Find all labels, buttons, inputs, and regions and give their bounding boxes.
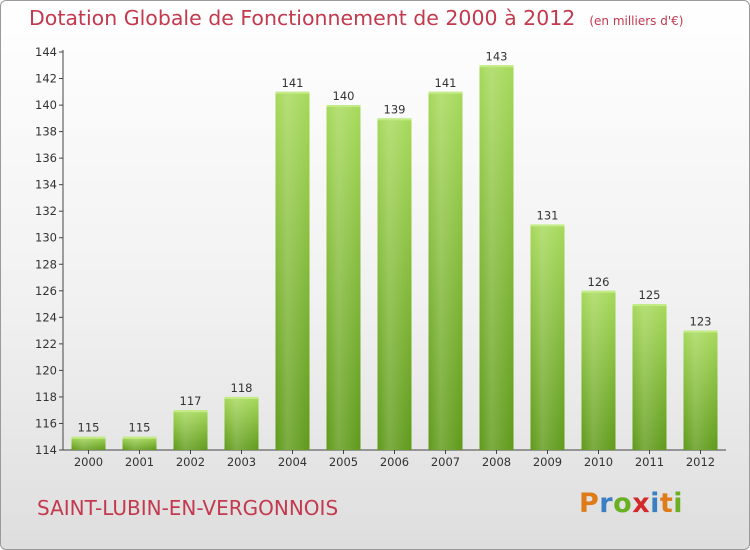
x-tick-label: 2002 — [176, 455, 205, 469]
bar-shine — [377, 118, 412, 450]
logo-letter: r — [599, 488, 614, 519]
value-label: 126 — [588, 275, 610, 289]
x-tick-label: 2011 — [635, 455, 664, 469]
x-tick-label: 2006 — [380, 455, 409, 469]
value-label: 131 — [537, 208, 559, 222]
value-label: 140 — [333, 89, 355, 103]
x-tick-label: 2010 — [584, 455, 613, 469]
y-tick-label: 122 — [35, 337, 57, 351]
logo-letter: i — [650, 488, 660, 519]
chart-title: Dotation Globale de Fonctionnement de 20… — [29, 6, 683, 30]
x-tick-label: 2008 — [482, 455, 511, 469]
bar-top-edge — [683, 330, 718, 333]
bar-shine — [530, 224, 565, 450]
logo-letter: t — [659, 488, 674, 519]
bar-shine — [581, 290, 616, 450]
bar-shine — [632, 304, 667, 450]
value-label: 143 — [486, 49, 508, 63]
y-tick-label: 144 — [35, 45, 57, 59]
y-tick-label: 128 — [35, 257, 57, 271]
y-tick-label: 142 — [35, 72, 57, 86]
y-tick-label: 118 — [35, 390, 57, 404]
value-label: 117 — [180, 394, 202, 408]
x-tick-label: 2012 — [686, 455, 715, 469]
y-tick-label: 140 — [35, 98, 57, 112]
bar-top-edge — [275, 91, 310, 94]
commune-name: SAINT-LUBIN-EN-VERGONNOIS — [37, 496, 339, 520]
value-label: 123 — [690, 315, 712, 329]
bar-shine — [683, 330, 718, 450]
bar-top-edge — [122, 436, 157, 439]
y-tick-label: 134 — [35, 178, 57, 192]
bar-top-edge — [71, 436, 106, 439]
proxiti-logo[interactable]: Proxiti — [579, 488, 683, 519]
bar-top-edge — [377, 118, 412, 121]
title-text: Dotation Globale de Fonctionnement de 20… — [29, 6, 576, 30]
y-tick-label: 138 — [35, 125, 57, 139]
bar-top-edge — [581, 290, 616, 293]
logo-letter: o — [613, 488, 633, 519]
logo-letter: i — [673, 488, 684, 519]
bar-top-edge — [428, 91, 463, 94]
y-tick-label: 120 — [35, 363, 57, 377]
value-label: 141 — [435, 76, 457, 90]
bar-shine — [428, 91, 463, 451]
y-tick-label: 136 — [35, 151, 57, 165]
bar-top-edge — [326, 105, 361, 108]
bar-shine — [71, 436, 106, 450]
x-tick-label: 2005 — [329, 455, 358, 469]
x-tick-label: 2000 — [74, 455, 103, 469]
value-label: 139 — [384, 102, 406, 116]
bar-top-edge — [479, 65, 514, 68]
value-label: 141 — [282, 76, 304, 90]
value-label: 125 — [639, 288, 661, 302]
y-tick-label: 126 — [35, 284, 57, 298]
data-labels: 115 115 117 118 141 140 139 141 143 131 126 125 123 — [78, 49, 712, 434]
x-tick-label: 2009 — [533, 455, 562, 469]
bar-shine — [173, 410, 208, 450]
value-label: 118 — [231, 381, 253, 395]
y-tick-label: 124 — [35, 310, 57, 324]
logo-letter: x — [632, 488, 651, 519]
value-label: 115 — [129, 421, 151, 435]
logo-letter: P — [579, 488, 600, 519]
bar-shine — [326, 105, 361, 451]
bar-shine — [224, 396, 259, 450]
bar-top-edge — [173, 410, 208, 413]
bar-shine — [122, 436, 157, 450]
bar-series — [71, 65, 718, 451]
y-tick-label: 132 — [35, 204, 57, 218]
x-tick-label: 2003 — [227, 455, 256, 469]
bar-top-edge — [632, 304, 667, 307]
x-tick-label: 2004 — [278, 455, 307, 469]
y-tick-label: 114 — [35, 443, 57, 457]
bar-shine — [275, 91, 310, 451]
y-tick-label: 130 — [35, 231, 57, 245]
bar-top-edge — [224, 396, 259, 399]
value-label: 115 — [78, 421, 100, 435]
y-tick-label: 116 — [35, 416, 57, 430]
unit-label: (en milliers d'€) — [589, 14, 684, 28]
bar-top-edge — [530, 224, 565, 227]
chart-axes: 114 116 118 120 122 124 126 128 130 132 134 136 138 1… — [35, 45, 726, 469]
bar-shine — [479, 65, 514, 451]
x-tick-label: 2007 — [431, 455, 460, 469]
x-tick-label: 2001 — [125, 455, 154, 469]
